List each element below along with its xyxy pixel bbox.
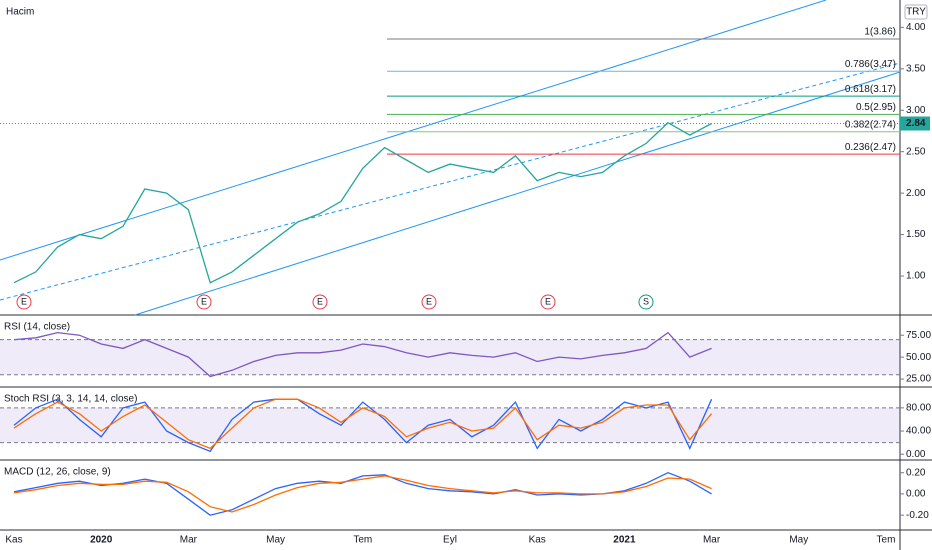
y-tick-label: 80.00: [906, 402, 931, 413]
fib-label: 0.236(2.47): [845, 142, 896, 153]
event-label: E: [201, 296, 207, 306]
fib-label: 0.5(2.95): [856, 102, 896, 113]
x-tick-label: Tem: [353, 535, 372, 546]
panel-title: Stoch RSI (3, 3, 14, 14, close): [4, 394, 137, 405]
event-marker[interactable]: [638, 294, 654, 310]
fib-label: 0.618(3.17): [845, 84, 896, 95]
event-label: E: [426, 296, 432, 306]
event-label: E: [545, 296, 551, 306]
y-tick-label: 1.50: [906, 229, 926, 240]
y-tick-label: 0.00: [906, 449, 926, 460]
series-line: [13, 331, 712, 378]
y-tick-label: 2.50: [906, 146, 926, 157]
x-tick-label: Kas: [529, 535, 546, 546]
series-line: [13, 121, 712, 284]
channel: [0, 0, 901, 316]
event-marker[interactable]: [16, 294, 32, 310]
x-tick-label: 2020: [90, 535, 113, 546]
x-tick-label: Mar: [180, 535, 198, 546]
y-tick-label: 50.00: [906, 352, 931, 363]
currency-box[interactable]: [904, 4, 928, 20]
last-price-label: 2.84: [906, 118, 926, 129]
fib-label: 0.786(3.47): [845, 59, 896, 70]
panel-title: MACD (12, 26, close, 9): [4, 467, 111, 478]
last-price-box: [900, 116, 930, 131]
series-line: [13, 475, 712, 513]
series-line: [13, 398, 713, 453]
x-tick-label: Tem: [877, 535, 896, 546]
y-tick-label: 3.50: [906, 63, 926, 74]
y-tick-label: -0.20: [906, 510, 929, 521]
y-tick-label: 1.00: [906, 271, 926, 282]
y-tick-label: 2.00: [906, 188, 926, 199]
y-tick-label: 3.00: [906, 105, 926, 116]
fib-label: 0.382(2.74): [845, 119, 896, 130]
x-tick-label: Eyl: [443, 535, 457, 546]
x-tick-label: May: [789, 535, 808, 546]
event-marker[interactable]: [312, 294, 328, 310]
currency: TRY: [906, 7, 926, 18]
fib-label: 1(3.86): [864, 27, 896, 38]
event-marker[interactable]: [196, 294, 212, 310]
x-tick-label: Kas: [5, 535, 22, 546]
y-tick-label: 0.00: [906, 489, 926, 500]
y-tick-label: 0.20: [906, 467, 926, 478]
panel-title: RSI (14, close): [4, 322, 70, 333]
event-marker[interactable]: [540, 294, 556, 310]
y-tick-label: 4.00: [906, 22, 926, 33]
event-label: E: [21, 296, 27, 306]
y-tick-label: 75.00: [906, 330, 931, 341]
band: [0, 407, 900, 443]
series-line: [13, 398, 713, 450]
event-label: S: [643, 296, 649, 306]
event-marker[interactable]: [421, 294, 437, 310]
x-tick-label: Mar: [703, 535, 721, 546]
x-tick-label: 2021: [613, 535, 636, 546]
band: [0, 339, 900, 375]
y-tick-label: 40.00: [906, 426, 931, 437]
volume-title: Hacim: [6, 7, 34, 18]
x-tick-label: May: [266, 535, 285, 546]
y-tick-label: 25.00: [906, 374, 931, 385]
event-label: E: [317, 296, 323, 306]
